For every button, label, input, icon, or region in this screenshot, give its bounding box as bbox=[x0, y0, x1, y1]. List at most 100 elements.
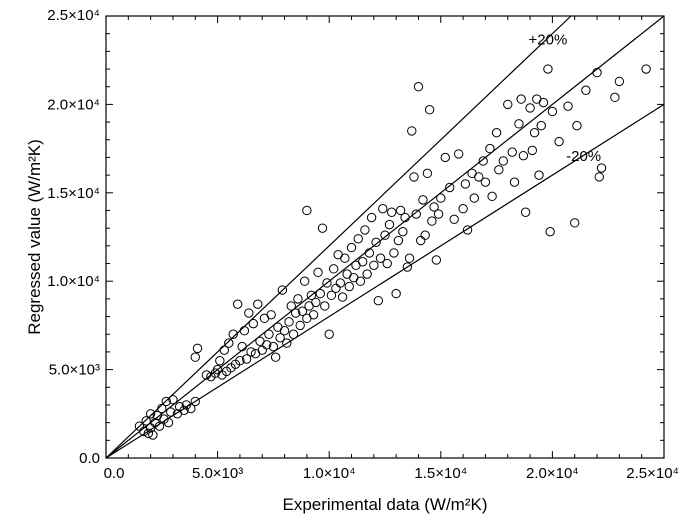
data-point bbox=[429, 202, 439, 212]
data-point bbox=[286, 301, 296, 311]
data-point bbox=[518, 150, 529, 161]
data-point bbox=[264, 329, 274, 339]
data-point bbox=[288, 329, 299, 339]
data-point bbox=[228, 329, 238, 339]
data-point bbox=[378, 204, 388, 214]
data-point bbox=[534, 170, 544, 180]
data-point bbox=[302, 205, 312, 216]
data-point bbox=[157, 403, 167, 414]
data-point bbox=[572, 120, 582, 131]
data-point bbox=[538, 97, 549, 108]
data-point bbox=[357, 257, 368, 267]
data-point bbox=[420, 230, 430, 240]
x-tick-label: 5.0×10³ bbox=[192, 465, 243, 482]
data-point bbox=[282, 338, 292, 348]
data-point bbox=[507, 147, 517, 157]
data-point bbox=[529, 127, 540, 138]
data-point bbox=[362, 269, 372, 279]
data-point bbox=[386, 207, 397, 217]
data-point bbox=[168, 394, 178, 405]
data-point bbox=[308, 310, 319, 320]
reference-line-0 bbox=[105, 15, 572, 459]
data-point bbox=[371, 237, 381, 248]
data-point bbox=[315, 288, 325, 299]
data-point bbox=[253, 299, 263, 309]
data-point bbox=[563, 101, 573, 111]
data-point bbox=[411, 209, 421, 219]
data-point bbox=[520, 207, 531, 217]
data-point bbox=[375, 253, 386, 263]
data-point bbox=[453, 149, 464, 159]
data-point bbox=[306, 290, 317, 301]
data-point bbox=[581, 85, 591, 95]
data-point bbox=[594, 172, 604, 182]
x-tick-label: 1.0×10⁴ bbox=[303, 465, 356, 482]
data-point bbox=[324, 329, 334, 339]
data-point bbox=[527, 145, 538, 156]
data-point bbox=[427, 216, 437, 226]
data-point bbox=[355, 276, 366, 286]
y-tick-label: 2.0×10⁴ bbox=[47, 96, 100, 113]
data-point bbox=[320, 301, 330, 311]
data-point bbox=[224, 338, 234, 348]
data-point bbox=[257, 345, 267, 355]
data-point bbox=[592, 67, 602, 78]
data-point bbox=[232, 299, 243, 309]
data-point bbox=[279, 326, 290, 336]
data-points bbox=[134, 64, 651, 440]
data-point bbox=[145, 409, 156, 419]
data-point bbox=[641, 64, 651, 74]
y-axis-title: Regressed value (W/m²K) bbox=[25, 139, 44, 335]
data-point bbox=[270, 352, 281, 362]
data-point bbox=[322, 278, 332, 288]
data-point bbox=[485, 143, 495, 154]
reference-line-label-0: +20% bbox=[529, 31, 568, 48]
data-point bbox=[382, 258, 392, 269]
data-point bbox=[498, 156, 508, 166]
data-point bbox=[237, 341, 247, 352]
data-point bbox=[268, 341, 279, 352]
axis-ticks bbox=[105, 15, 665, 459]
data-point bbox=[311, 297, 321, 308]
data-point bbox=[503, 99, 513, 110]
data-point bbox=[407, 126, 417, 136]
data-point bbox=[469, 193, 479, 203]
data-point bbox=[266, 310, 276, 320]
data-point bbox=[422, 168, 433, 179]
data-point bbox=[460, 179, 471, 189]
data-point bbox=[166, 407, 176, 417]
data-point bbox=[248, 318, 259, 329]
data-point bbox=[335, 278, 346, 288]
data-point bbox=[395, 205, 406, 216]
data-point bbox=[141, 416, 151, 426]
data-point bbox=[235, 356, 245, 366]
data-point bbox=[179, 405, 189, 415]
data-point bbox=[340, 253, 350, 263]
data-point bbox=[364, 248, 375, 258]
data-point bbox=[380, 230, 390, 240]
data-point bbox=[570, 218, 580, 228]
data-point bbox=[525, 103, 535, 113]
data-point bbox=[474, 172, 484, 182]
reference-lines bbox=[105, 15, 665, 459]
annotations: +20% -20% bbox=[529, 31, 602, 165]
data-point bbox=[491, 127, 502, 138]
data-point bbox=[331, 283, 341, 293]
data-point bbox=[487, 191, 497, 202]
data-point bbox=[190, 396, 200, 407]
data-point bbox=[373, 295, 384, 306]
data-point bbox=[416, 235, 426, 246]
data-point bbox=[418, 195, 428, 205]
x-axis-title: Experimental data (W/m²K) bbox=[283, 495, 488, 514]
y-tick-label: 2.5×10⁴ bbox=[47, 7, 100, 24]
data-point bbox=[291, 308, 301, 318]
data-point bbox=[143, 428, 154, 438]
data-point bbox=[295, 320, 305, 331]
data-point bbox=[219, 345, 229, 355]
data-point bbox=[201, 370, 212, 380]
data-point bbox=[215, 356, 225, 366]
data-point bbox=[449, 214, 459, 225]
data-point bbox=[514, 119, 524, 129]
data-point bbox=[369, 260, 379, 270]
y-tick-label: 5.0×10³ bbox=[49, 362, 100, 379]
